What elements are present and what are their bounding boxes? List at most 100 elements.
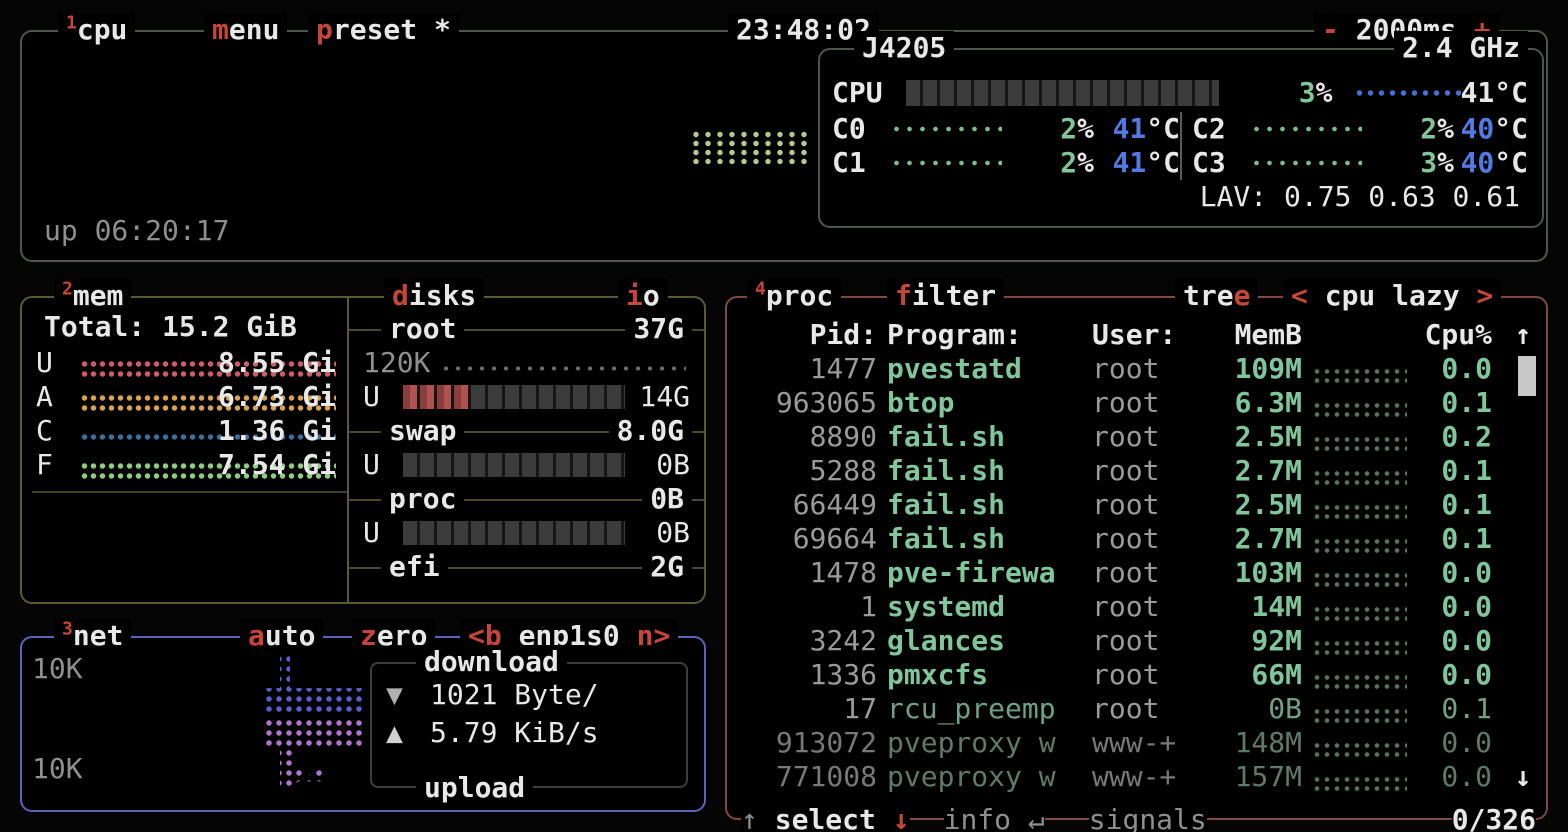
net-scale-bottom: 10K — [32, 752, 83, 785]
cpu-total-meter — [905, 80, 1219, 106]
mem-row-available: A 6.73 Gi — [36, 380, 336, 413]
cpu-total-temp: 41°C — [1460, 76, 1528, 109]
mem-available-graph — [80, 393, 336, 412]
disk-swap-meter — [403, 453, 625, 477]
core-c2-graph — [1250, 125, 1362, 133]
net-box: 3net auto zero <b enp1s0 n> 10K 10K down… — [20, 619, 706, 812]
mem-row-cached: C 1.36 Gi — [36, 414, 336, 447]
download-arrow-icon: ▼ — [386, 678, 403, 711]
core-row-c1: C1 2% 41°C — [832, 146, 1180, 179]
cpu-total-percent: 3% — [1298, 76, 1333, 109]
net-auto-button[interactable]: auto — [240, 619, 324, 653]
proc-cpu-graph — [1312, 707, 1407, 723]
proc-table: 1477 pvestatd root 109M 0.0 963065 btop … — [727, 352, 1506, 794]
table-row[interactable]: 1 systemd root 14M 0.0 — [860, 590, 1492, 623]
table-row[interactable]: 3242 glances root 92M 0.0 — [809, 624, 1492, 657]
disk-root-title: root 37G — [349, 312, 704, 346]
menu-button[interactable]: menu — [204, 13, 288, 47]
disk-proc-used-row: U 0B — [363, 516, 690, 549]
cpu-box: 1cpu menu preset * 23:48:02 - 2000ms + u… — [20, 13, 1548, 262]
scroll-down-arrow[interactable]: ↓ — [1514, 760, 1532, 793]
download-speed-row: ▼ 1021 Byte/ — [386, 678, 599, 711]
net-upload-graph — [264, 718, 364, 790]
sort-prev-button[interactable]: < — [1291, 279, 1308, 312]
uptime: up 06:20:17 — [44, 214, 230, 247]
proc-scrollbar-thumb[interactable] — [1518, 356, 1536, 396]
cpu-model: J4205 — [854, 31, 955, 65]
proc-box-title[interactable]: 4proc — [747, 279, 842, 313]
cpu-total-graph — [1354, 89, 1461, 97]
mem-cached-graph — [80, 432, 336, 441]
preset-button[interactable]: preset * — [308, 13, 459, 47]
table-row[interactable]: 963065 btop root 6.3M 0.1 — [775, 386, 1492, 419]
proc-cpu-graph — [1312, 503, 1407, 519]
proc-footer: ↑ select ↓ info ↵ signals 0/326 — [741, 803, 1536, 832]
table-row[interactable]: 69664 fail.sh root 2.7M 0.1 — [792, 522, 1492, 555]
sort-direction-arrow[interactable]: ↑ — [1514, 318, 1532, 351]
download-label: download — [416, 645, 567, 679]
cpu-box-title[interactable]: 1cpu — [58, 13, 136, 47]
proc-cpu-graph — [1312, 639, 1407, 655]
table-row[interactable]: 5288 fail.sh root 2.7M 0.1 — [809, 454, 1492, 487]
disk-root-io-row: 120K — [363, 346, 690, 380]
core-row-c2: C2 2% 40°C — [1192, 112, 1528, 145]
clock: 23:48:02 — [728, 13, 879, 47]
core-row-c3: C3 3% 40°C — [1192, 146, 1528, 179]
proc-cpu-graph — [1312, 775, 1407, 791]
select-up-icon[interactable]: ↑ — [741, 803, 758, 832]
mem-box-title[interactable]: 2mem — [54, 279, 132, 313]
info-button[interactable]: info ↵ — [943, 803, 1045, 832]
proc-cpu-graph — [1312, 367, 1407, 383]
select-button[interactable]: select — [757, 803, 893, 832]
io-button[interactable]: io — [618, 279, 668, 313]
net-box-title[interactable]: 3net — [54, 619, 132, 653]
proc-cpu-graph — [1312, 401, 1407, 417]
cpu-frequency: 2.4 GHz — [1393, 31, 1528, 65]
table-row[interactable]: 8890 fail.sh root 2.5M 0.2 — [809, 420, 1492, 453]
table-row[interactable]: 66449 fail.sh root 2.5M 0.1 — [792, 488, 1492, 521]
net-zero-button[interactable]: zero — [352, 619, 436, 653]
net-speed-panel: download ▼ 1021 Byte/ ▲ 5.79 KiB/s uploa… — [370, 645, 688, 805]
table-row[interactable]: 1478 pve-firewa root 103M 0.0 — [809, 556, 1492, 589]
disks-button[interactable]: disks — [384, 279, 485, 313]
table-row[interactable]: 771008 pveproxy w www-+ 157M 0.0 — [775, 760, 1492, 793]
proc-cpu-graph — [1312, 741, 1407, 757]
proc-cpu-graph — [1312, 435, 1407, 451]
net-next-button[interactable]: n> — [636, 619, 671, 652]
signals-button[interactable]: signals — [1088, 803, 1207, 832]
table-row[interactable]: 913072 pveproxy w www-+ 148M 0.0 — [775, 726, 1492, 759]
disk-root-used-row: U 14G — [363, 380, 690, 413]
disk-swap-title: swap 8.0G — [349, 414, 704, 448]
disk-proc-meter — [403, 521, 625, 545]
interval-minus-button[interactable]: - — [1322, 13, 1339, 46]
filter-button[interactable]: filter — [887, 279, 1005, 313]
core-row-c0: C0 2% 41°C — [832, 112, 1180, 145]
mem-column: Total: 15.2 GiB U 8.55 Gi A 6.73 Gi C 1.36 … — [22, 298, 347, 602]
disk-root-io-graph — [440, 364, 686, 372]
core-grid: C0 2% 41°C C1 2% 41°C C2 — [832, 112, 1528, 180]
proc-header-row: Pid: Program: User: MemB Cpu% — [809, 318, 1492, 351]
core-column-left: C0 2% 41°C C1 2% 41°C — [832, 112, 1180, 180]
table-row[interactable]: 17 rcu_preemp root 0B 0.1 — [843, 692, 1492, 725]
proc-cpu-graph — [1312, 571, 1407, 587]
disk-swap-used-row: U 0B — [363, 448, 690, 481]
mem-used-graph — [80, 359, 336, 378]
cpu-total-row: CPU 3% 41°C — [832, 76, 1528, 110]
disk-root-meter — [403, 385, 625, 409]
select-down-icon[interactable]: ↓ — [892, 803, 910, 832]
load-average: LAV: 0.75 0.63 0.61 — [1199, 180, 1520, 213]
mem-total: Total: 15.2 GiB — [44, 310, 297, 343]
proc-cpu-graph — [1312, 673, 1407, 689]
cpu-usage-graph — [690, 130, 812, 164]
sort-next-button[interactable]: > — [1476, 279, 1494, 312]
mem-free-graph — [80, 461, 336, 480]
table-row[interactable]: 1336 pmxcfs root 66M 0.0 — [809, 658, 1492, 691]
disk-efi-title: efi 2G — [349, 550, 704, 584]
mem-row-free: F 7.54 Gi — [36, 448, 336, 481]
proc-cpu-graph — [1312, 605, 1407, 621]
table-row[interactable]: 1477 pvestatd root 109M 0.0 — [809, 352, 1492, 385]
disks-column: root 37G 120K U 14G swap 8.0G U 0B proc 0B — [347, 298, 704, 602]
mem-row-used: U 8.55 Gi — [36, 346, 336, 379]
tree-button[interactable]: tree — [1175, 279, 1259, 313]
